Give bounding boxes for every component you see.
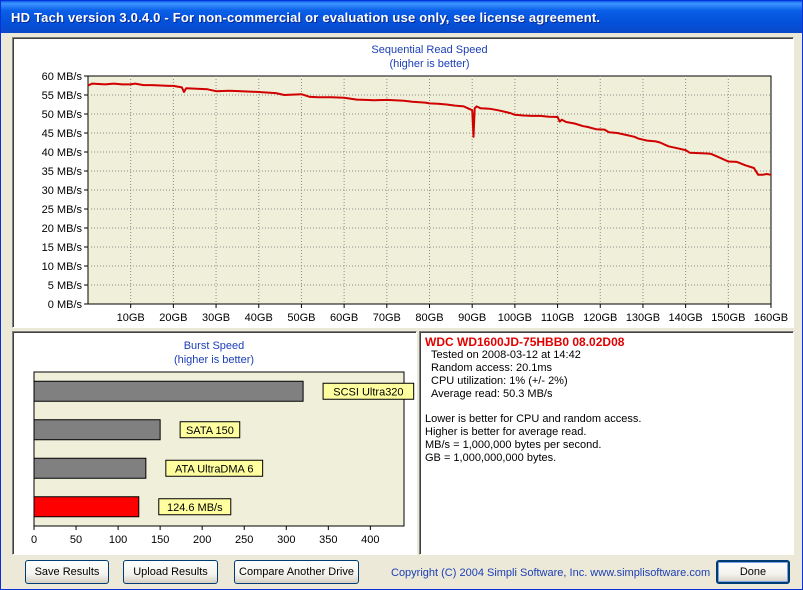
x-tick-label: 150: [151, 534, 169, 546]
tested-on: Tested on 2008-03-12 at 14:42: [431, 349, 581, 361]
x-tick-label: 40GB: [245, 312, 273, 324]
random-access: Random access: 20.1ms: [431, 362, 553, 374]
drive-info-panel: WDC WD1600JD-75HBB0 08.02D08 Tested on 2…: [419, 331, 794, 555]
x-tick-label: 250: [235, 534, 253, 546]
sequential-read-panel-inner: Sequential Read Speed (higher is better) 1…: [13, 38, 793, 327]
chart-subtitle: (higher is better): [174, 354, 254, 366]
burst-bar: [33, 457, 147, 479]
x-tick-label: 110GB: [541, 312, 574, 324]
bar-label: 124.6 MB/s: [167, 502, 223, 514]
y-tick-label: 40 MB/s: [42, 147, 83, 159]
y-tick-label: 60 MB/s: [42, 71, 83, 83]
x-tick-label: 140GB: [669, 312, 703, 324]
bar-label: SATA 150: [186, 425, 234, 437]
x-tick-label: 20GB: [159, 312, 187, 324]
x-tick-label: 160GB: [754, 312, 788, 324]
x-tick-label: 100: [109, 534, 127, 546]
x-tick-label: 90GB: [458, 312, 486, 324]
x-tick-label: 200: [193, 534, 211, 546]
save-results-button[interactable]: Save Results: [25, 560, 109, 584]
x-tick-label: 130GB: [626, 312, 660, 324]
x-tick-label: 10GB: [117, 312, 145, 324]
window-title: HD Tach version 3.0.4.0 - For non-commer…: [11, 10, 601, 25]
chart-title: Burst Speed: [184, 340, 245, 352]
compare-another-drive-button[interactable]: Compare Another Drive: [234, 560, 359, 584]
x-tick-label: 70GB: [373, 312, 401, 324]
bar-label-box: [179, 421, 241, 439]
drive-name: WDC WD1600JD-75HBB0 08.02D08: [425, 335, 625, 349]
sequential-read-chart: Sequential Read Speed (higher is better) 1…: [42, 44, 788, 324]
copyright-link[interactable]: Copyright (C) 2004 Simpli Software, Inc.…: [391, 567, 711, 579]
bar-label-box: [158, 498, 232, 516]
y-tick-label: 45 MB/s: [42, 128, 83, 140]
chart-title: Sequential Read Speed: [371, 44, 487, 56]
bar-label: ATA UltraDMA 6: [175, 463, 253, 475]
y-tick-label: 0 MB/s: [48, 299, 83, 311]
x-tick-label: 400: [361, 534, 379, 546]
note-line: GB = 1,000,000,000 bytes.: [425, 452, 557, 464]
note-line: Lower is better for CPU and random acces…: [425, 413, 642, 425]
x-tick-label: 100GB: [498, 312, 532, 324]
burst-bar: [33, 380, 304, 402]
burst-speed-panel-inner: Burst Speed (higher is better) 0 50 100 150 20…: [13, 332, 416, 554]
y-tick-label: 35 MB/s: [42, 166, 83, 178]
x-tick-label: 350: [319, 534, 337, 546]
x-tick-label: 120GB: [583, 312, 617, 324]
y-tick-label: 55 MB/s: [42, 90, 83, 102]
read-speed-line: [87, 82, 772, 176]
x-tick-label: 30GB: [202, 312, 230, 324]
x-tick-label: 150GB: [711, 312, 745, 324]
average-read: Average read: 50.3 MB/s: [431, 388, 553, 400]
cpu-utilization: CPU utilization: 1% (+/- 2%): [431, 375, 568, 387]
burst-speed-panel: Burst Speed (higher is better) 0 50 100 150 20…: [12, 331, 417, 555]
y-tick-label: 10 MB/s: [42, 261, 83, 273]
x-tick-label: 0: [31, 534, 37, 546]
burst-bar: [33, 496, 140, 518]
y-tick-label: 15 MB/s: [42, 242, 83, 254]
x-tick-label: 60GB: [330, 312, 358, 324]
bar-label: SCSI Ultra320: [333, 386, 403, 398]
x-tick-label: 80GB: [415, 312, 443, 324]
bar-label-box: [322, 382, 415, 400]
note-line: Higher is better for average read.: [425, 426, 587, 438]
x-tick-label: 50GB: [287, 312, 315, 324]
sequential-read-panel: Sequential Read Speed (higher is better) 1…: [12, 37, 794, 328]
chart-subtitle: (higher is better): [389, 58, 469, 70]
drive-info-panel-inner: WDC WD1600JD-75HBB0 08.02D08 Tested on 2…: [420, 332, 793, 554]
upload-results-button[interactable]: Upload Results: [123, 560, 218, 584]
title-bar[interactable]: HD Tach version 3.0.4.0 - For non-commer…: [1, 1, 802, 33]
done-button[interactable]: Done: [716, 560, 790, 584]
burst-speed-chart: Burst Speed (higher is better) 0 50 100 150 20…: [31, 340, 415, 546]
x-tick-label: 50: [70, 534, 82, 546]
bar-label-box: [165, 459, 264, 477]
note-line: MB/s = 1,000,000 bytes per second.: [425, 439, 602, 451]
x-tick-label: 300: [277, 534, 295, 546]
y-tick-label: 50 MB/s: [42, 109, 83, 121]
burst-bar: [33, 419, 161, 441]
y-tick-label: 5 MB/s: [48, 280, 83, 292]
y-tick-label: 30 MB/s: [42, 185, 83, 197]
y-tick-label: 20 MB/s: [42, 223, 83, 235]
y-tick-label: 25 MB/s: [42, 204, 83, 216]
